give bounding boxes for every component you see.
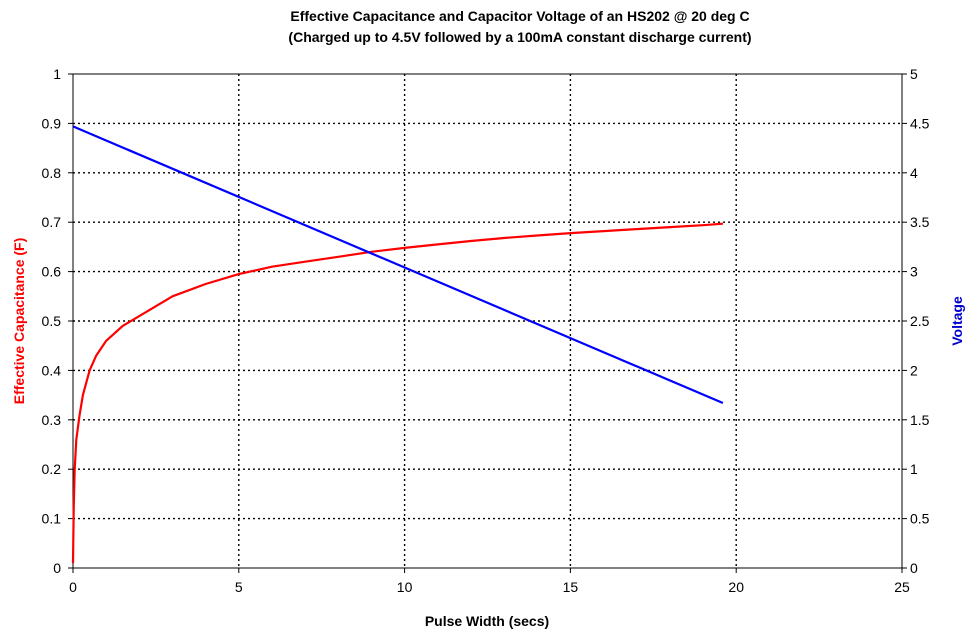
left-tick-label: 0.3: [42, 412, 62, 428]
right-tick-label: 1: [910, 461, 918, 477]
left-tick-label: 1: [53, 66, 61, 82]
left-tick-label: 0.1: [42, 511, 62, 527]
x-tick-label: 20: [728, 579, 744, 595]
left-tick-label: 0.7: [42, 214, 62, 230]
left-tick-label: 0.5: [42, 313, 62, 329]
voltage-series-line: [72, 125, 724, 405]
left-tick-label: 0: [53, 560, 61, 576]
x-axis-ticks: 0 5 10 15 20 25: [69, 568, 910, 595]
right-tick-label: 2: [910, 362, 918, 378]
x-tick-label: 15: [563, 579, 579, 595]
right-tick-label: 4.5: [910, 115, 930, 131]
chart-title: Effective Capacitance and Capacitor Volt…: [290, 8, 749, 24]
right-tick-label: 3.5: [910, 214, 930, 230]
x-tick-label: 0: [69, 579, 77, 595]
left-tick-label: 0.8: [42, 165, 62, 181]
left-axis-ticks: 0 0.1 0.2 0.3 0.4 0.5 0.6 0.7 0.8 0.9 1: [42, 66, 73, 576]
right-tick-label: 2.5: [910, 313, 930, 329]
chart-subtitle: (Charged up to 4.5V followed by a 100mA …: [288, 29, 751, 45]
right-tick-label: 3: [910, 264, 918, 280]
right-axis-ticks: 0 0.5 1 1.5 2 2.5 3 3.5 4 4.5 5: [902, 66, 930, 576]
grid-lines: [73, 74, 902, 568]
series-group: [71, 125, 724, 564]
right-tick-label: 5: [910, 66, 918, 82]
right-tick-label: 0.5: [910, 511, 930, 527]
right-tick-label: 0: [910, 560, 918, 576]
left-tick-label: 0.9: [42, 115, 62, 131]
x-tick-label: 25: [894, 579, 910, 595]
right-axis-label: Voltage: [949, 296, 965, 346]
right-tick-label: 4: [910, 165, 918, 181]
left-tick-label: 0.4: [42, 362, 62, 378]
left-axis-label: Effective Capacitance (F): [11, 238, 27, 405]
x-tick-label: 10: [397, 579, 413, 595]
right-tick-label: 1.5: [910, 412, 930, 428]
plot-area: [72, 73, 903, 569]
left-tick-label: 0.6: [42, 264, 62, 280]
x-tick-label: 5: [235, 579, 243, 595]
left-tick-label: 0.2: [42, 461, 62, 477]
x-axis-label: Pulse Width (secs): [425, 613, 549, 629]
capacitance-series-line: [71, 222, 723, 564]
